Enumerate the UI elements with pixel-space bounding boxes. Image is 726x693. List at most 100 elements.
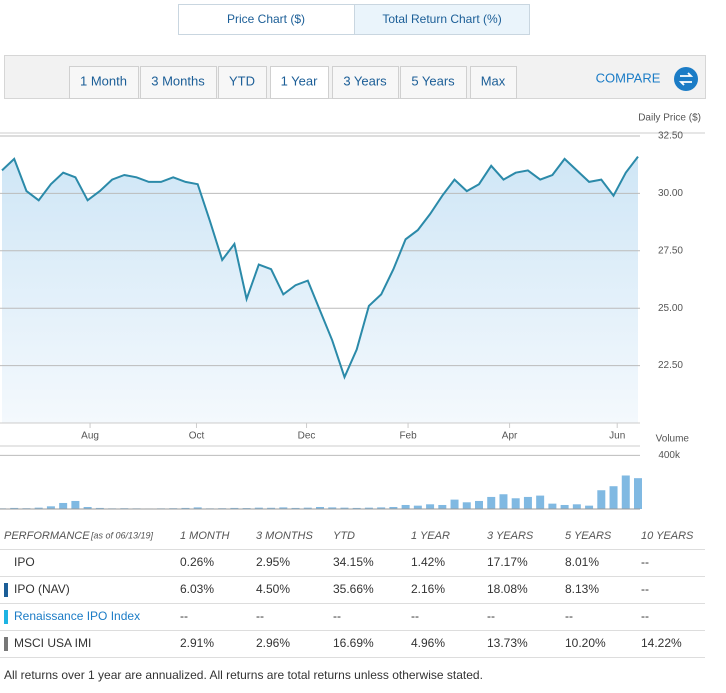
y-tick-label: 22.50 — [658, 360, 683, 371]
cell: 18.08% — [487, 582, 528, 596]
volume-bar — [71, 500, 80, 509]
y-tick-label: 27.50 — [658, 245, 683, 256]
row-name: IPO (NAV) — [14, 582, 70, 596]
cell: -- — [641, 555, 649, 569]
volume-bar — [548, 503, 557, 509]
range-button[interactable]: 1 Month — [69, 66, 139, 99]
volume-bar — [46, 506, 55, 509]
cell: 13.73% — [487, 636, 528, 650]
cell: 16.69% — [333, 636, 374, 650]
cell: 14.22% — [641, 636, 682, 650]
range-button-bg — [270, 66, 329, 99]
row-marker — [4, 583, 8, 597]
volume-bar — [487, 496, 496, 509]
volume-bar — [609, 486, 618, 509]
volume-bar — [621, 475, 630, 509]
compare-button[interactable]: COMPARE — [596, 67, 698, 91]
range-button-label: 3 Months — [151, 73, 205, 88]
column-header: 10 YEARS — [641, 530, 694, 542]
volume-bar — [83, 506, 92, 509]
range-button-label: 5 Years — [411, 73, 455, 88]
range-button[interactable]: 3 Months — [140, 66, 217, 99]
cell: 8.01% — [565, 555, 599, 569]
volume-bar — [352, 507, 361, 509]
cell: 8.13% — [565, 582, 599, 596]
volume-bar — [328, 507, 337, 509]
column-header: 5 YEARS — [565, 530, 612, 542]
y-axis-label: Daily Price ($) — [638, 113, 701, 124]
cell: 2.95% — [256, 555, 290, 569]
cell: -- — [180, 609, 188, 623]
tab-price[interactable]: Price Chart ($) — [178, 4, 355, 35]
volume-bar — [193, 507, 202, 509]
cell: -- — [487, 609, 495, 623]
y-tick-label: 400k — [658, 450, 681, 461]
cell: 0.26% — [180, 555, 214, 569]
range-button[interactable]: 1 Year — [270, 66, 329, 99]
volume-bar — [10, 507, 19, 509]
volume-bar — [59, 502, 68, 509]
range-button-bg — [332, 66, 399, 99]
column-header: 3 MONTHS — [256, 530, 314, 542]
range-button[interactable]: Max — [470, 66, 517, 99]
volume-bar — [597, 490, 606, 509]
volume-bar — [230, 507, 239, 509]
volume-bar — [536, 495, 545, 509]
price-area — [2, 156, 638, 423]
y-tick-label: 32.50 — [658, 131, 683, 142]
cell: 4.50% — [256, 582, 290, 596]
range-button-bg — [140, 66, 217, 99]
cell: -- — [333, 609, 341, 623]
x-tick-label: Apr — [502, 431, 518, 442]
tab-label: Total Return Chart (%) — [382, 12, 501, 26]
volume-bar — [181, 507, 190, 509]
price-line — [1, 155, 639, 380]
cell: 2.91% — [180, 636, 214, 650]
cell: 4.96% — [411, 636, 445, 650]
volume-bar — [377, 507, 386, 509]
compare-icon — [674, 67, 698, 91]
row-marker — [4, 637, 8, 651]
volume-bar — [438, 504, 447, 509]
volume-bar — [462, 502, 471, 509]
column-header: 3 YEARS — [487, 530, 534, 542]
range-button-label: Max — [481, 73, 506, 88]
volume-bar — [450, 499, 459, 509]
cell: -- — [565, 609, 573, 623]
cell: -- — [641, 609, 649, 623]
range-button[interactable]: 5 Years — [400, 66, 467, 99]
x-tick-label: Dec — [298, 431, 316, 442]
volume-bar — [572, 504, 581, 509]
as-of-label: [as of 06/13/19] — [90, 530, 154, 540]
range-button-label: 1 Year — [281, 73, 319, 88]
y-tick-label: 30.00 — [658, 188, 683, 199]
row-name: Renaissance IPO Index — [14, 609, 140, 623]
volume-bar — [426, 504, 435, 509]
volume-bar — [254, 507, 263, 509]
row-name: IPO — [14, 555, 35, 569]
range-button-label: 3 Years — [343, 73, 387, 88]
footer: All returns over 1 year are annualized. … — [4, 668, 483, 682]
volume-bar — [34, 507, 43, 509]
cell: 6.03% — [180, 582, 214, 596]
range-button-bg — [470, 66, 517, 99]
tab-total-return[interactable]: Total Return Chart (%) — [354, 4, 530, 35]
volume-bar — [523, 496, 532, 509]
range-button[interactable]: YTD — [218, 66, 267, 99]
range-button-label: YTD — [229, 73, 255, 88]
volume-bar — [585, 505, 594, 509]
column-header: YTD — [333, 530, 355, 542]
range-button-bg — [69, 66, 139, 99]
volume-bar — [511, 498, 520, 509]
range-button-bg — [400, 66, 467, 99]
x-tick-label: Feb — [399, 431, 417, 442]
range-button[interactable]: 3 Years — [332, 66, 399, 99]
volume-bar — [560, 504, 569, 509]
cell: 35.66% — [333, 582, 374, 596]
volume-bar — [279, 507, 288, 509]
volume-bar — [413, 505, 422, 509]
volume-bar — [389, 506, 398, 509]
cell: -- — [256, 609, 264, 623]
